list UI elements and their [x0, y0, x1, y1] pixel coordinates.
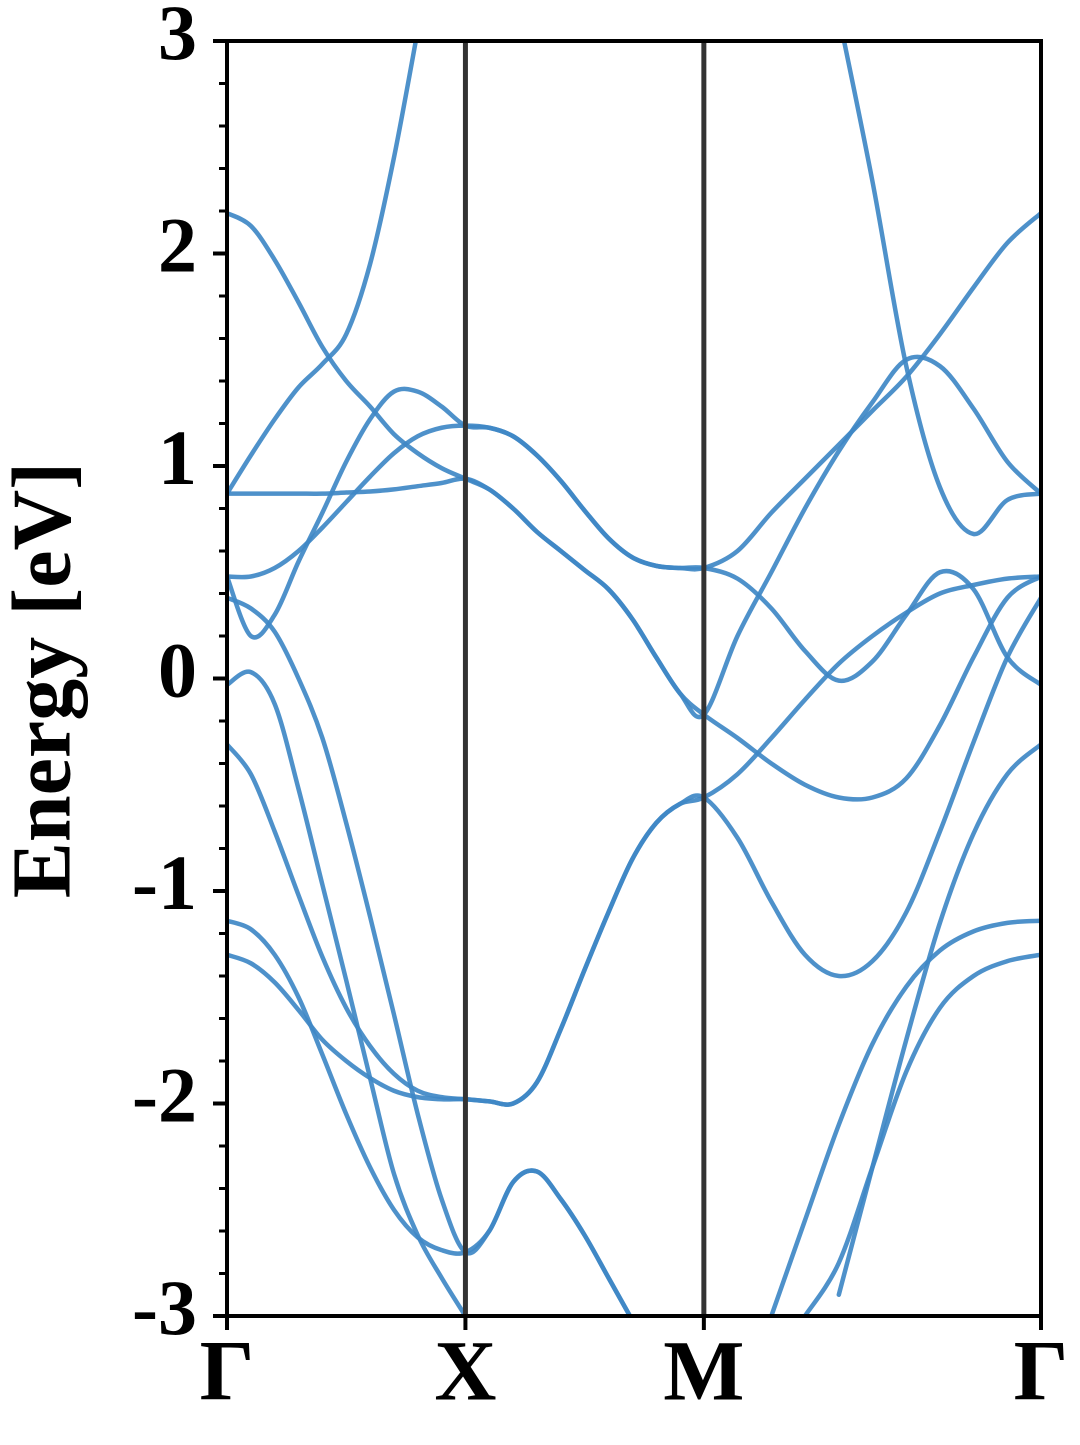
y-tick-label: -2 [132, 1051, 197, 1138]
band-line [227, 669, 1041, 1316]
x-tick-label: M [663, 1323, 744, 1419]
band-line [227, 574, 1041, 1107]
y-tick-label: -1 [132, 839, 197, 926]
y-tick-label: 1 [158, 414, 197, 501]
x-tick-label: Γ [200, 1323, 255, 1419]
band-line [227, 41, 1041, 537]
y-axis-label: Energy [eV] [0, 462, 88, 898]
x-tick-label: Γ [1014, 1323, 1069, 1419]
band-line [227, 595, 1041, 1107]
y-tick-label: 2 [158, 201, 197, 288]
y-tick-label: 0 [158, 626, 197, 713]
x-tick-label: X [434, 1323, 496, 1419]
band-line [227, 476, 1041, 802]
band-line [227, 918, 1041, 1316]
bands [227, 41, 1041, 1316]
y-tick-label: -3 [132, 1264, 197, 1351]
band-line [227, 210, 1041, 720]
band-line [227, 595, 1041, 1316]
band-line [227, 386, 1041, 688]
band-line [227, 210, 1041, 580]
y-tick-label: 3 [158, 0, 197, 76]
